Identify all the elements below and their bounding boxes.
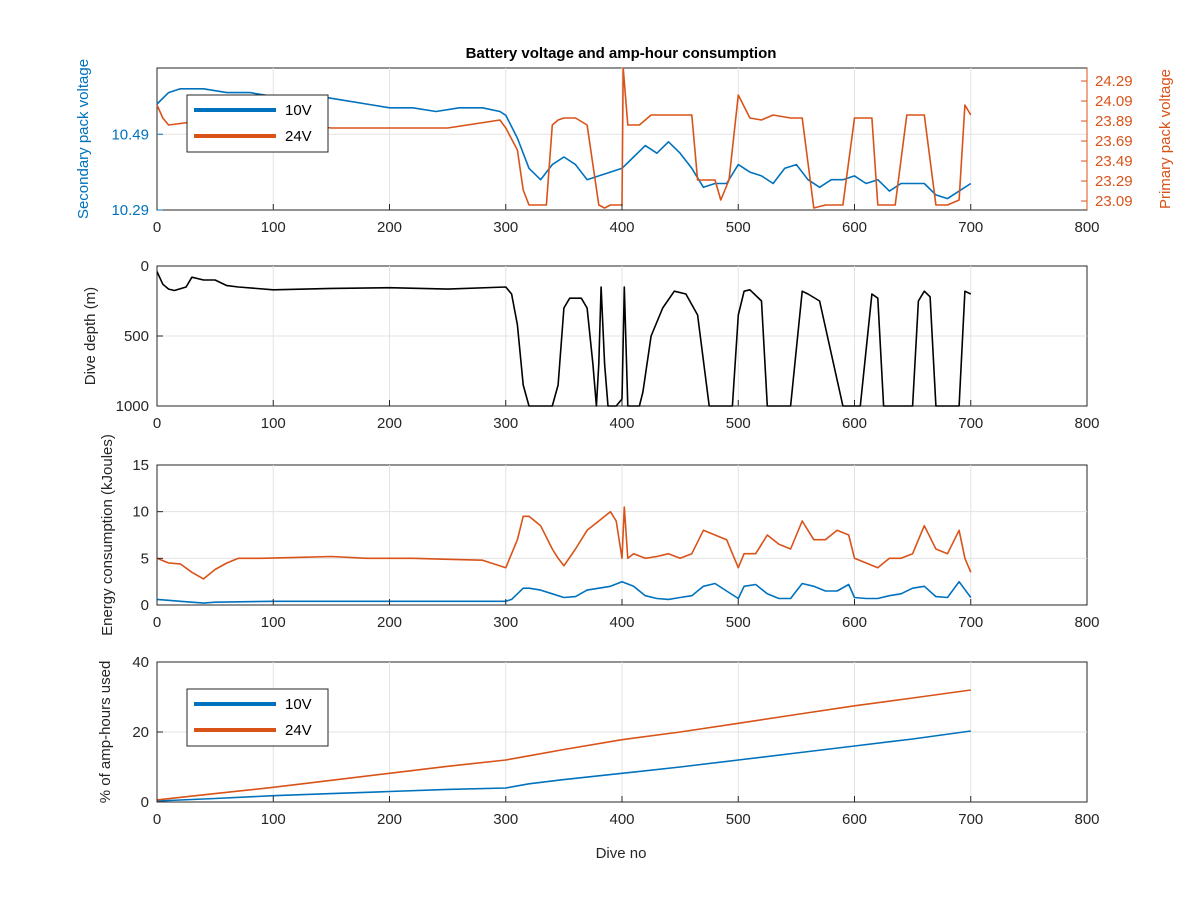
y-tick-label: 10.49 [111,126,149,143]
depth-ylabel: Dive depth (m) [82,287,99,385]
x-tick-label: 700 [958,219,983,236]
amphours-legend: 10V 24V [186,688,329,747]
x-tick-label: 100 [261,811,286,828]
voltage-legend-box [186,94,329,153]
x-tick-label: 100 [261,415,286,432]
x-tick-label: 100 [261,219,286,236]
x-tick-label: 400 [609,811,634,828]
x-tick-label: 500 [726,219,751,236]
y-tick-label: 0 [141,258,149,275]
x-tick-label: 300 [493,415,518,432]
y-tick-label-right: 23.09 [1095,193,1133,210]
series-line-24v [156,67,972,209]
x-tick-label: 500 [726,415,751,432]
x-tick-label: 700 [958,811,983,828]
x-tick-label: 500 [726,811,751,828]
y-tick-label-right: 23.89 [1095,113,1133,130]
x-tick-label: 700 [958,614,983,631]
amphours-legend-label-24v: 24V [285,722,312,739]
depth-y-ticks: 0 500 1000 [116,258,163,415]
x-tick-label: 0 [153,219,161,236]
y-tick-label: 1000 [116,398,149,415]
x-tick-label: 200 [377,219,402,236]
series-line-0 [156,506,972,580]
y-tick-label-right: 23.49 [1095,153,1133,170]
x-tick-label: 300 [493,219,518,236]
x-tick-label: 500 [726,614,751,631]
series-line-24v [156,689,971,801]
y-tick-label: 20 [132,724,149,741]
x-tick-label: 800 [1074,219,1099,236]
voltage-legend-label-10v: 10V [285,102,312,119]
y-tick-label-right: 24.09 [1095,93,1133,110]
figure-title: Battery voltage and amp-hour consumption [466,45,777,62]
voltage-panel: 0 100 200 300 400 500 600 700 800 10.29 10.49 23.… [75,59,1174,236]
x-tick-label: 600 [842,614,867,631]
depth-panel: 0 100 200 300 400 500 600 700 800 0 500 1000 Dive … [82,258,1100,432]
x-tick-label: 200 [377,614,402,631]
energy-series [156,506,972,604]
voltage-x-ticks: 0 100 200 300 400 500 600 700 800 [153,204,1100,236]
amphours-series [156,689,971,802]
x-tick-label: 800 [1074,811,1099,828]
x-tick-label: 100 [261,614,286,631]
amphours-legend-box [186,688,329,747]
amphours-y-ticks: 0 20 40 [132,654,163,811]
y-tick-label: 10 [132,504,149,521]
energy-y-ticks: 0 5 10 15 [132,457,163,614]
x-tick-label: 600 [842,219,867,236]
y-tick-label: 15 [132,457,149,474]
y-tick-label-right: 23.29 [1095,173,1133,190]
y-tick-label: 0 [141,794,149,811]
series-line-1 [156,580,972,604]
x-tick-label: 400 [609,219,634,236]
voltage-legend-label-24v: 24V [285,128,312,145]
y-tick-label-right: 24.29 [1095,73,1133,90]
x-tick-label: 300 [493,811,518,828]
series-line-10v [156,88,972,200]
amphours-ylabel: % of amp-hours used [97,661,114,804]
x-tick-label: 200 [377,415,402,432]
amphours-x-ticks: 0 100 200 300 400 500 600 700 800 [153,796,1100,828]
series-line-0 [156,271,972,407]
energy-panel: 0 100 200 300 400 500 600 700 800 0 5 10 15 Energy … [99,434,1100,636]
voltage-ylabel-left: Secondary pack voltage [75,59,92,219]
amphours-xlabel: Dive no [596,845,647,862]
x-tick-label: 600 [842,415,867,432]
energy-ylabel: Energy consumption (kJoules) [99,434,116,636]
y-tick-label: 40 [132,654,149,671]
series-line-10v [156,730,971,802]
y-tick-label-right: 23.69 [1095,133,1133,150]
amphours-legend-label-10v: 10V [285,696,312,713]
x-tick-label: 0 [153,614,161,631]
x-tick-label: 0 [153,415,161,432]
depth-x-ticks: 0 100 200 300 400 500 600 700 800 [153,400,1100,432]
x-tick-label: 200 [377,811,402,828]
y-tick-label: 5 [141,550,149,567]
depth-series [156,271,972,407]
x-tick-label: 400 [609,415,634,432]
voltage-ylabel-right: Primary pack voltage [1157,69,1174,209]
x-tick-label: 600 [842,811,867,828]
voltage-series [156,67,972,209]
amphours-panel: 0 100 200 300 400 500 600 700 800 0 20 40 % of amp… [97,654,1100,862]
x-tick-label: 800 [1074,415,1099,432]
x-tick-label: 300 [493,614,518,631]
voltage-y-ticks-right: 23.09 23.29 23.49 23.69 23.89 24.09 24.29 [1081,68,1133,210]
x-tick-label: 800 [1074,614,1099,631]
energy-x-ticks: 0 100 200 300 400 500 600 700 800 [153,599,1100,631]
x-tick-label: 400 [609,614,634,631]
x-tick-label: 700 [958,415,983,432]
voltage-y-ticks-left: 10.29 10.49 [111,126,163,219]
y-tick-label: 10.29 [111,202,149,219]
y-tick-label: 0 [141,597,149,614]
y-tick-label: 500 [124,328,149,345]
voltage-legend: 10V 24V [186,94,329,153]
x-tick-label: 0 [153,811,161,828]
